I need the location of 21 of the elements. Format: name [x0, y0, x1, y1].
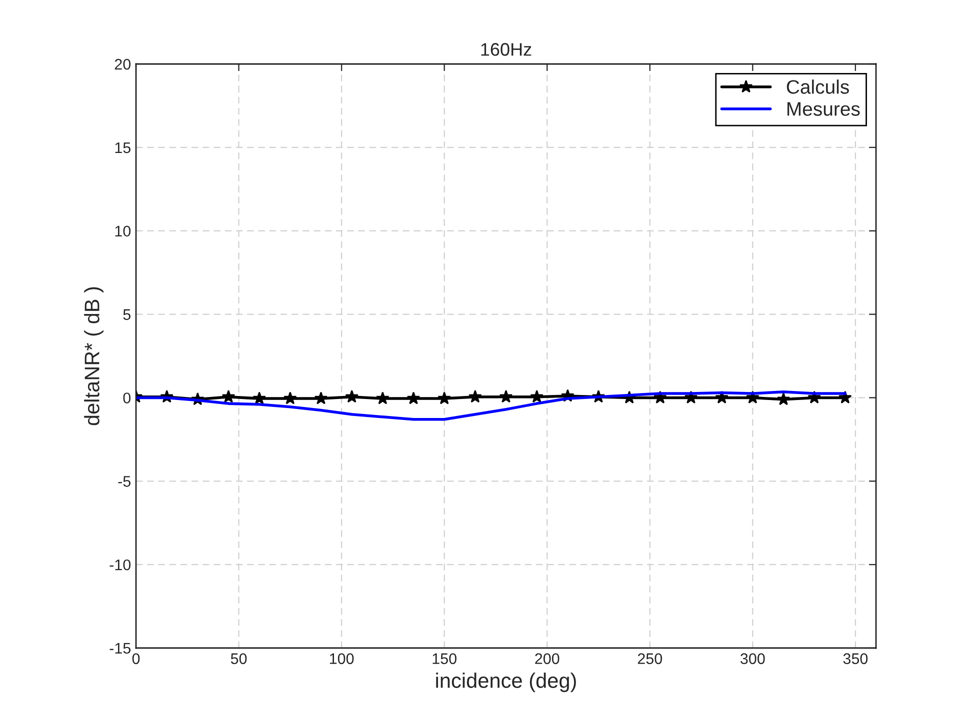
- x-tick-label: 200: [535, 653, 560, 664]
- legend-label: Calculs: [786, 80, 849, 94]
- y-axis-title: deltaNR* ( dB ): [84, 287, 104, 426]
- x-tick-label: 300: [740, 653, 765, 664]
- y-tick-label: 5: [123, 309, 130, 320]
- y-tick-label: 15: [115, 142, 130, 154]
- x-tick-label: 150: [432, 653, 456, 664]
- x-tick-label: 100: [330, 653, 354, 664]
- y-tick-label: -10: [110, 559, 131, 570]
- y-tick-label: 20: [114, 58, 131, 70]
- y-tick-label: 0: [123, 392, 131, 404]
- y-tick-label: 10: [115, 226, 131, 237]
- x-tick-label: 250: [638, 653, 662, 664]
- y-tick-label: -5: [118, 476, 130, 487]
- chart-title: 160Hz: [481, 43, 532, 56]
- y-tick-label: -15: [110, 643, 130, 654]
- x-tick-label: 350: [843, 653, 868, 664]
- x-tick-label: 0: [132, 653, 140, 664]
- x-axis-title: incidence (deg): [436, 672, 576, 692]
- legend-label: Mesures: [787, 102, 860, 116]
- x-tick-label: 50: [230, 653, 247, 664]
